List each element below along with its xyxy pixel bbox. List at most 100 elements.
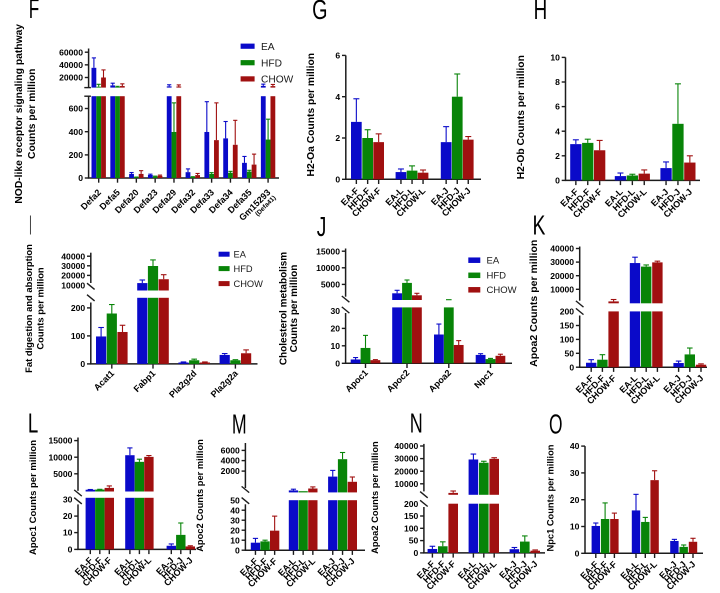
svg-text:40: 40 [570,441,580,451]
svg-text:0: 0 [575,548,580,558]
svg-text:10000: 10000 [48,452,72,462]
svg-text:Apoa2 Counts per million: Apoa2 Counts per million [370,441,380,554]
svg-text:30: 30 [63,495,73,505]
svg-text:10000: 10000 [316,263,340,273]
svg-text:0: 0 [569,362,574,372]
svg-text:40000: 40000 [61,251,85,261]
svg-text:15000: 15000 [48,436,72,446]
svg-text:CHOW: CHOW [234,279,264,289]
svg-text:Cholesterol metabolism: Cholesterol metabolism [279,252,290,365]
svg-text:20: 20 [570,495,580,505]
svg-text:CHOW: CHOW [487,285,517,296]
svg-text:200: 200 [69,150,84,160]
svg-text:Npc1 Counts per million: Npc1 Counts per million [546,444,556,551]
svg-text:2: 2 [555,151,560,161]
svg-text:6: 6 [555,102,560,112]
svg-text:20000: 20000 [61,271,85,281]
svg-text:10000: 10000 [61,280,85,290]
svg-text:6: 6 [335,51,340,61]
svg-text:200: 200 [560,307,575,317]
svg-text:150: 150 [560,321,575,331]
svg-text:20000: 20000 [550,271,574,281]
svg-text:30: 30 [330,306,340,316]
svg-text:600: 600 [69,104,84,114]
svg-text:EA: EA [234,250,247,260]
svg-text:H: H [534,0,548,25]
svg-text:10000: 10000 [394,479,418,489]
svg-text:150: 150 [404,511,419,521]
svg-text:0: 0 [78,173,83,183]
svg-text:2: 2 [335,133,340,143]
svg-text:200: 200 [71,303,86,313]
svg-text:20: 20 [330,324,340,334]
svg-text:30: 30 [570,468,580,478]
svg-text:400: 400 [69,127,84,137]
svg-text:NOD-like receptor signaling pa: NOD-like receptor signaling pathway [14,24,25,204]
svg-text:40000: 40000 [59,60,83,70]
svg-text:10: 10 [550,53,560,63]
svg-text:8: 8 [555,77,560,87]
svg-text:40: 40 [230,505,240,515]
svg-text:Counts per million: Counts per million [35,267,46,350]
svg-text:H2-Oa Counts per million: H2-Oa Counts per million [306,53,317,177]
svg-text:10: 10 [230,535,240,545]
svg-text:20000: 20000 [59,73,83,83]
svg-text:0: 0 [555,176,560,186]
svg-text:20000: 20000 [394,466,418,476]
svg-text:50: 50 [230,495,240,505]
svg-text:10: 10 [570,522,580,532]
svg-text:H2-Ob Counts per million: H2-Ob Counts per million [516,55,527,179]
svg-text:200: 200 [404,499,419,509]
svg-text:G: G [312,0,327,25]
svg-text:30000: 30000 [61,261,85,271]
svg-text:I: I [29,210,31,241]
svg-text:5000: 5000 [321,280,340,290]
svg-text:10: 10 [330,341,340,351]
svg-text:100: 100 [71,331,86,341]
svg-text:CHOW: CHOW [261,75,294,86]
svg-text:K: K [533,210,546,241]
svg-text:M: M [232,408,247,439]
svg-text:10: 10 [63,528,73,538]
svg-text:2000: 2000 [221,466,240,476]
svg-text:EA: EA [487,256,500,267]
svg-text:4: 4 [335,92,340,102]
svg-text:0: 0 [68,545,73,555]
svg-text:Counts per million: Counts per million [27,69,38,159]
svg-text:0: 0 [335,174,340,184]
svg-text:O: O [549,408,563,439]
svg-text:5000: 5000 [53,469,72,479]
svg-text:0: 0 [235,545,240,555]
svg-text:Apoa2 Counts per million: Apoa2 Counts per million [528,240,540,367]
svg-text:Counts per million: Counts per million [289,265,300,353]
svg-text:0: 0 [335,358,340,368]
svg-text:100: 100 [404,523,419,533]
svg-text:30000: 30000 [394,454,418,464]
svg-text:30000: 30000 [550,257,574,267]
svg-text:L: L [28,408,38,439]
svg-text:Apoc2 Counts per million: Apoc2 Counts per million [195,439,205,552]
svg-text:0: 0 [414,548,419,558]
svg-text:HFD: HFD [487,271,507,282]
svg-text:40000: 40000 [550,244,574,254]
svg-text:20: 20 [63,511,73,521]
svg-text:40000: 40000 [394,441,418,451]
svg-text:Fat digestion and absorption: Fat digestion and absorption [23,244,34,373]
svg-text:HFD: HFD [234,264,253,274]
svg-text:J: J [317,211,327,242]
svg-text:100: 100 [560,335,575,345]
svg-text:4: 4 [555,126,560,136]
svg-text:EA: EA [261,42,275,53]
svg-text:50: 50 [565,348,575,358]
svg-text:0: 0 [80,359,85,369]
svg-text:10000: 10000 [550,284,574,294]
svg-text:15000: 15000 [316,246,340,256]
svg-text:N: N [410,408,423,439]
svg-text:6000: 6000 [221,446,240,456]
svg-text:Apoc1 Counts per million: Apoc1 Counts per million [28,440,39,555]
svg-text:4000: 4000 [221,456,240,466]
svg-text:60000: 60000 [59,47,83,57]
svg-text:30: 30 [230,515,240,525]
svg-text:50: 50 [409,536,419,546]
svg-text:HFD: HFD [261,58,282,69]
